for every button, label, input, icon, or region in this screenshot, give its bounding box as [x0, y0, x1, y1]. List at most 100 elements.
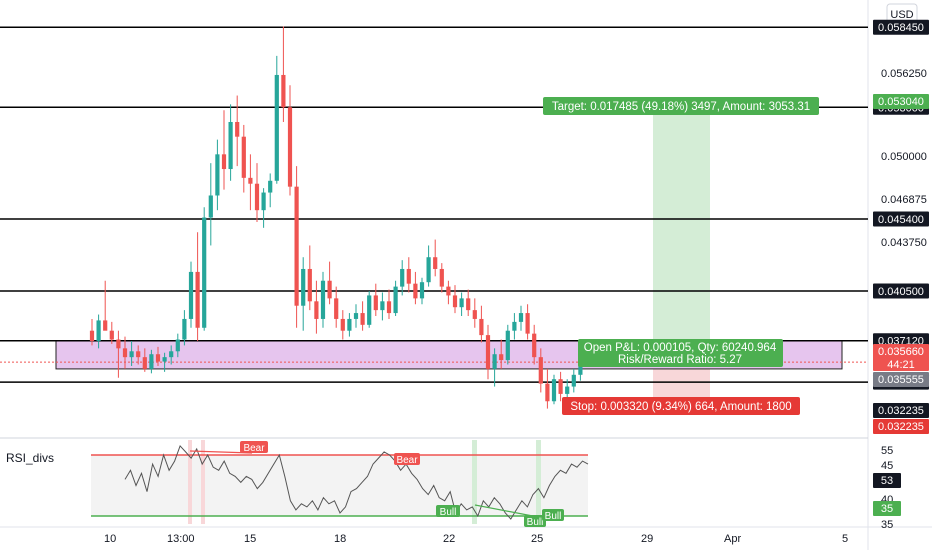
candle-body [466, 298, 471, 311]
time-label: 25 [531, 533, 543, 545]
candle-body [367, 295, 372, 325]
bull-label-text: Bull [440, 507, 457, 518]
candle-body [380, 301, 385, 311]
target-badge-text: 0.053040 [878, 96, 924, 108]
candle-body [551, 379, 557, 402]
price-tick: 0.050000 [881, 151, 927, 163]
candle-body [360, 313, 365, 325]
candle-body [122, 348, 128, 358]
stop-upper-bg [873, 403, 929, 418]
candle-body [419, 282, 425, 299]
candle-body [525, 313, 530, 334]
candle-body [195, 271, 200, 328]
time-label: 15 [244, 533, 256, 545]
bear-label-text: Bear [396, 455, 418, 466]
rsi-current-badge-bg [873, 473, 901, 488]
current-price-text: 0.035660 [878, 346, 924, 358]
target-label: Target: 0.017485 (49.18%) 3497, Amount: … [552, 101, 810, 113]
rsi-tick: 45 [881, 460, 893, 472]
candle-body [327, 280, 332, 299]
time-label: 13:00 [167, 533, 195, 545]
bull-label: Bull [542, 509, 564, 522]
rsi-pane[interactable]: RSI_divs Bear Bear [6, 440, 901, 531]
target-label-group[interactable]: Target: 0.017485 (49.18%) 3497, Amount: … [543, 97, 819, 115]
candle-body [413, 283, 418, 299]
current-price-badge: 0.035660 44:21 [873, 344, 929, 371]
pnl-label-group[interactable]: Open P&L: 0.000105, Qty: 60240.964 Risk/… [578, 339, 783, 367]
candle-body [235, 121, 240, 137]
bear-label: Bear [394, 453, 420, 466]
entry-price-badge: 0.035555 [873, 372, 929, 387]
target-badge-bg [873, 94, 929, 109]
price-tick: 0.046875 [881, 194, 927, 206]
candle-body [479, 318, 484, 336]
candle-body [116, 339, 121, 349]
candle-body [136, 351, 141, 358]
level-badge-bg [873, 19, 929, 35]
bear-label-text: Bear [243, 443, 265, 454]
candle-body [215, 154, 220, 196]
candle-body [188, 271, 194, 319]
level-badge: 0.058450 [878, 22, 924, 34]
candle-body [578, 361, 583, 375]
candle-body [155, 354, 161, 362]
rsi-line [124, 444, 589, 520]
pnl-label-bg [578, 339, 783, 367]
time-label: 10 [104, 533, 116, 545]
current-badge-bg [873, 344, 929, 371]
candle-body [538, 357, 543, 384]
level-badge: 0.045400 [878, 214, 924, 226]
candle-body [248, 177, 253, 184]
candle-body [202, 217, 207, 328]
candle-body [353, 313, 359, 319]
target-zone[interactable] [653, 106, 710, 364]
candle-body [485, 335, 491, 369]
rsi-lower-badge-bg [873, 501, 901, 516]
candles [89, 26, 583, 409]
candle-body [565, 386, 570, 394]
candle-body [472, 310, 477, 319]
pnl-line1: Open P&L: 0.000105, Qty: 60240.964 [584, 342, 777, 354]
candle-body [505, 330, 510, 361]
rsi-tick: 55 [881, 445, 893, 457]
stop-label: Stop: 0.003320 (9.34%) 664, Amount: 1800 [570, 401, 791, 413]
candle-body [571, 374, 576, 387]
candle-body [221, 154, 227, 170]
time-label: 5 [842, 533, 848, 545]
candle-body [241, 136, 246, 178]
currency-button[interactable]: USD [886, 3, 918, 24]
candle-body [287, 107, 293, 187]
candle-body [96, 320, 101, 341]
rsi-bear-strip [188, 440, 192, 524]
candle-body [162, 357, 167, 362]
candle-body [446, 286, 451, 296]
time-label: 22 [443, 533, 455, 545]
candle-body [169, 351, 174, 358]
candle-body [400, 268, 405, 287]
candle-body [347, 318, 352, 331]
stop-lower-text: 0.032235 [878, 421, 924, 433]
bull-label-text: Bull [527, 517, 544, 528]
candle-body [301, 268, 306, 306]
currency-label: USD [890, 9, 913, 21]
bull-label-bg [524, 515, 546, 527]
candle-body [274, 74, 279, 181]
price-tick: 0.043750 [881, 237, 927, 249]
candle-body [492, 354, 497, 369]
candle-body [340, 318, 345, 331]
stop-price-badge-upper: 0.032235 [873, 403, 929, 418]
target-price-badge: 0.053040 [873, 94, 929, 109]
time-axis[interactable]: 10 13:00 15 18 22 25 29 Apr 5 [104, 533, 848, 545]
time-label: 18 [334, 533, 346, 545]
candle-body [518, 313, 524, 322]
candle-body [373, 295, 378, 311]
level-lines[interactable] [0, 26, 868, 383]
candle-body [439, 268, 444, 287]
candle-body [175, 339, 180, 352]
candle-body [228, 121, 233, 170]
stop-label-group[interactable]: Stop: 0.003320 (9.34%) 664, Amount: 1800 [562, 397, 800, 415]
time-label: Apr [724, 533, 741, 545]
candle-body [499, 354, 504, 361]
